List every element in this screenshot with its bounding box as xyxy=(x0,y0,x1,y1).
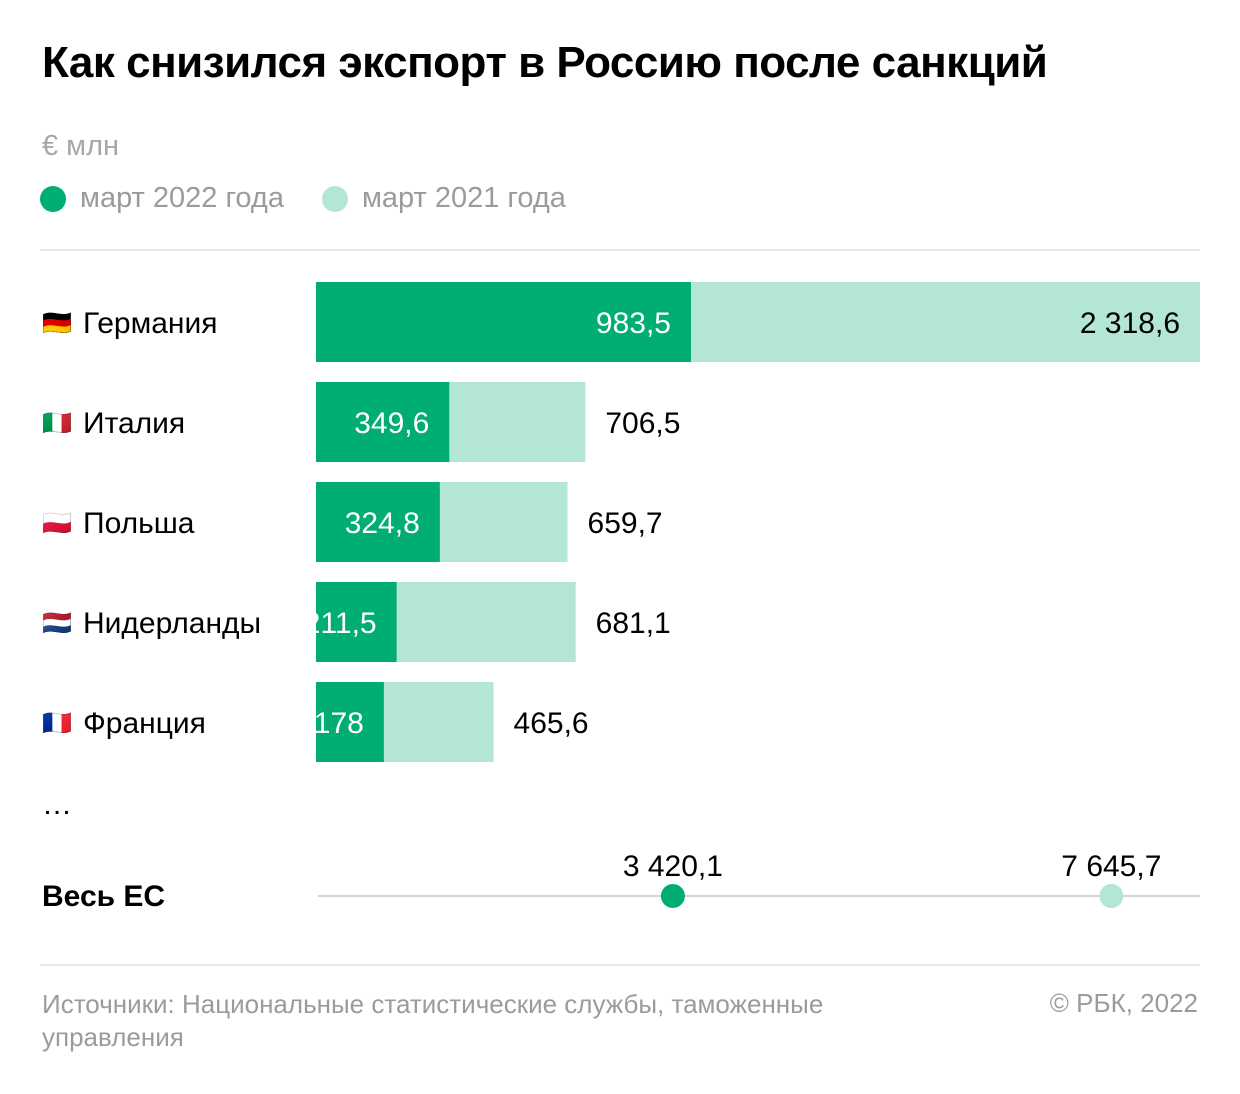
category-label: Франция xyxy=(83,707,206,740)
value-label-2021: 2 318,6 xyxy=(1080,307,1180,340)
category-label: Нидерланды xyxy=(83,607,261,640)
legend-swatch-2022 xyxy=(40,185,66,212)
legend-item-2021: март 2021 года xyxy=(321,182,566,215)
bar-2022 xyxy=(316,482,440,562)
value-label-2022: 983,5 xyxy=(596,307,671,340)
category-label: Италия xyxy=(83,407,185,440)
chart-title: Как снизился экспорт в Россию после санк… xyxy=(42,38,1048,87)
bar-2022 xyxy=(316,682,384,762)
copyright: © РБК, 2022 xyxy=(1049,988,1198,1018)
flag-icon: 🇳🇱 xyxy=(42,610,72,637)
value-label-2022: 324,8 xyxy=(345,507,420,540)
total-value-2021: 7 645,7 xyxy=(1061,850,1161,883)
legend-label-2021: март 2021 года xyxy=(361,182,566,214)
legend: март 2022 года март 2021 года xyxy=(40,182,604,215)
bottom-divider xyxy=(40,964,1200,966)
total-point-2021 xyxy=(1099,884,1124,908)
flag-icon: 🇩🇪 xyxy=(42,310,72,337)
value-label-2021: 681,1 xyxy=(596,607,671,640)
flag-icon: 🇵🇱 xyxy=(42,510,72,537)
total-label: Весь ЕС xyxy=(42,880,165,913)
bar-chart: 🇩🇪 Германия 983,5 2 318,6 🇮🇹 Италия 349,6 706,5… xyxy=(42,282,1200,913)
top-divider xyxy=(40,249,1200,251)
bar-2022 xyxy=(316,282,691,362)
value-label-2022: 178 xyxy=(314,707,364,740)
flag-icon: 🇫🇷 xyxy=(42,710,72,737)
total-point-2022 xyxy=(660,884,685,908)
value-label-2022: 211,5 xyxy=(304,607,377,640)
bar-2022 xyxy=(316,582,397,662)
value-label-2021: 465,6 xyxy=(514,707,589,740)
legend-swatch-2021 xyxy=(321,185,348,212)
legend-item-2022: март 2022 года xyxy=(40,182,284,215)
total-value-2022: 3 420,1 xyxy=(623,850,723,883)
value-label-2022: 349,6 xyxy=(354,407,429,440)
source-note: Источники: Национальные статистические с… xyxy=(42,989,824,1052)
flag-icon: 🇮🇹 xyxy=(42,410,72,437)
unit-label: € млн xyxy=(42,130,120,162)
value-label-2021: 706,5 xyxy=(605,407,680,440)
category-label: Польша xyxy=(83,507,195,540)
ellipsis: … xyxy=(42,788,72,821)
category-label: Германия xyxy=(83,307,218,340)
value-label-2021: 659,7 xyxy=(588,507,663,540)
bar-2022 xyxy=(316,382,450,462)
legend-label-2022: март 2022 года xyxy=(80,182,284,214)
